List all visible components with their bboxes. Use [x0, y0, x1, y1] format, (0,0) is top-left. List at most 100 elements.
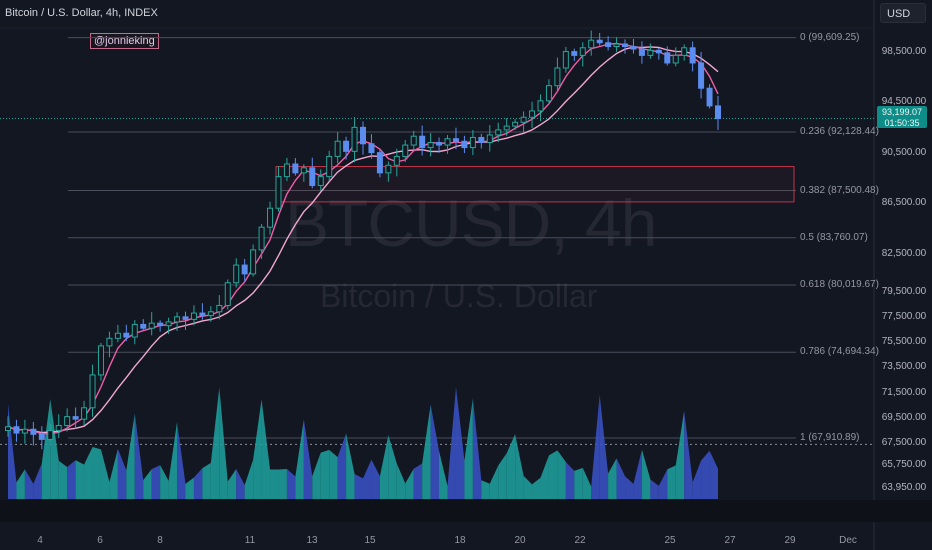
- volume-area: [709, 450, 718, 499]
- candle-body: [368, 143, 375, 154]
- volume-area: [557, 450, 566, 499]
- candle-body: [241, 264, 248, 275]
- volume-area: [303, 419, 313, 499]
- candle-body: [81, 407, 88, 420]
- fib-level-label: 0.786 (74,694.34): [800, 346, 879, 358]
- candle-body: [148, 322, 155, 329]
- candle-body: [174, 316, 181, 323]
- candle-body: [664, 52, 671, 64]
- volume-area: [591, 394, 600, 499]
- currency-button[interactable]: USD: [880, 3, 926, 23]
- volume-area: [16, 469, 25, 499]
- candle-body: [478, 136, 485, 144]
- candle-body: [182, 316, 189, 320]
- volume-area: [532, 477, 541, 499]
- candle-body: [97, 345, 104, 376]
- volume-area: [210, 387, 220, 499]
- time-tick: 15: [364, 535, 376, 546]
- price-tick: 79,500.00: [881, 285, 927, 297]
- volume-area: [439, 451, 448, 499]
- volume-area: [270, 469, 279, 499]
- volume-area: [625, 476, 634, 499]
- candle-body: [21, 428, 28, 434]
- candle-body: [165, 321, 172, 327]
- volume-area: [422, 404, 431, 499]
- volume-area: [84, 446, 93, 499]
- candle-body: [47, 430, 54, 440]
- candle-body: [385, 164, 392, 174]
- fib-level-label: 0 (99,609.25): [800, 31, 860, 43]
- volume-area: [515, 434, 524, 499]
- candle-body: [495, 129, 502, 136]
- volume-area: [8, 403, 17, 499]
- candle-body: [698, 62, 705, 89]
- price-tick: 94,500.00: [881, 96, 927, 108]
- time-tick: 6: [97, 535, 103, 546]
- volume-area: [33, 463, 42, 499]
- candle-body: [216, 304, 223, 313]
- candle-body: [207, 311, 214, 317]
- candle-body: [630, 46, 637, 50]
- price-tick: 67,500.00: [881, 437, 927, 449]
- candle-body: [38, 433, 45, 440]
- price-tick: 63,950.00: [881, 482, 927, 493]
- volume-area: [498, 453, 507, 499]
- volume-area: [295, 419, 304, 499]
- candle-body: [393, 155, 400, 166]
- candle-body: [258, 226, 265, 251]
- candle-body: [131, 323, 138, 338]
- volume-area: [177, 421, 186, 499]
- volume-area: [109, 448, 118, 499]
- candle-body: [461, 140, 468, 149]
- candle-body: [503, 125, 510, 131]
- volume-area: [464, 397, 473, 499]
- volume-area: [67, 460, 76, 499]
- volume-area: [253, 399, 262, 499]
- volume-area: [354, 474, 363, 499]
- volume-area: [117, 448, 127, 499]
- candle-body: [292, 163, 299, 174]
- candle-body: [106, 337, 113, 347]
- candle-body: [622, 43, 629, 48]
- volume-area: [244, 459, 254, 499]
- candle-body: [469, 136, 476, 149]
- fib-level-label: 0.618 (80,019.67): [800, 279, 879, 290]
- time-tick: 20: [514, 535, 526, 546]
- time-tick: 25: [664, 535, 676, 546]
- price-tick: 90,500.00: [881, 146, 927, 158]
- volume-area: [413, 463, 423, 499]
- candle-body: [123, 332, 130, 338]
- candle-body: [537, 100, 544, 112]
- volume-area: [143, 469, 152, 499]
- candle-body: [402, 144, 409, 157]
- volume-area: [151, 465, 161, 499]
- candle-body: [64, 416, 71, 426]
- zone-box: [275, 166, 795, 203]
- volume-area: [650, 479, 659, 499]
- candle-body: [72, 416, 79, 420]
- volume-area: [608, 458, 617, 499]
- volume-area: [363, 459, 372, 499]
- volume-area: [75, 460, 85, 499]
- candle-body: [114, 332, 121, 339]
- time-tick: 4: [37, 535, 43, 546]
- bottom-strip: [0, 500, 932, 522]
- volume-area: [641, 449, 651, 499]
- candle-body: [655, 49, 662, 54]
- volume-area: [616, 458, 626, 499]
- name-watermark: Bitcoin / U.S. Dollar: [320, 278, 598, 314]
- price-tick: 69,500.00: [881, 411, 927, 423]
- candle-body: [554, 67, 561, 87]
- candle-body: [715, 105, 721, 120]
- price-tick: 75,500.00: [881, 336, 927, 348]
- candle-body: [444, 138, 451, 146]
- volume-area: [160, 465, 169, 499]
- candle-body: [647, 49, 654, 56]
- last-price-value: 93,199.07: [881, 107, 923, 117]
- candle-body: [605, 42, 612, 48]
- volume-area: [633, 449, 642, 499]
- volume-area: [548, 450, 558, 499]
- candle-body: [706, 87, 713, 107]
